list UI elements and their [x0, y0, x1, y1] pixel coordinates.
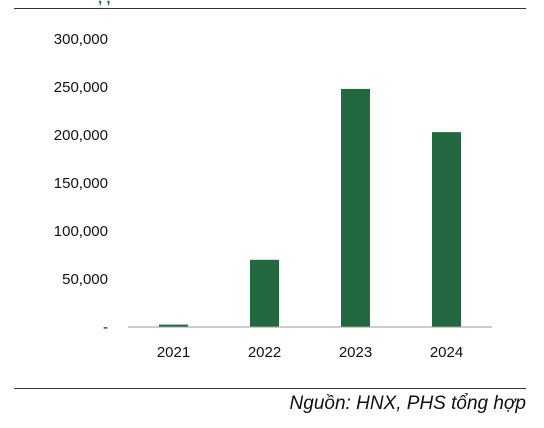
- y-axis-labels: - 50,000 100,000 150,000 200,000 250,000 300,0…: [54, 31, 108, 336]
- y-tick-label: 300,000: [54, 31, 108, 48]
- bar-2021: [159, 324, 188, 327]
- y-tick-label: 100,000: [54, 223, 108, 240]
- chart-title-fragment: , ,: [98, 0, 111, 7]
- bottom-rule: [14, 388, 526, 389]
- y-tick-label: 250,000: [54, 79, 108, 96]
- source-note: Nguồn: HNX, PHS tổng hợp: [289, 393, 526, 414]
- x-tick-label-2022: 2022: [248, 344, 281, 361]
- x-tick-label-2021: 2021: [157, 344, 190, 361]
- bar-2024: [432, 132, 461, 327]
- x-tick-label-2023: 2023: [339, 344, 372, 361]
- y-tick-label: -: [103, 319, 108, 336]
- y-tick-label: 150,000: [54, 175, 108, 192]
- y-tick-label: 200,000: [54, 127, 108, 144]
- bar-2022: [250, 259, 279, 327]
- y-tick-label: 50,000: [62, 271, 108, 288]
- x-axis-labels: 2021 2022 2023 2024: [157, 344, 463, 361]
- bars-group: [159, 88, 461, 327]
- top-rule: [14, 8, 526, 9]
- bar-2023: [341, 88, 370, 327]
- x-tick-label-2024: 2024: [430, 344, 463, 361]
